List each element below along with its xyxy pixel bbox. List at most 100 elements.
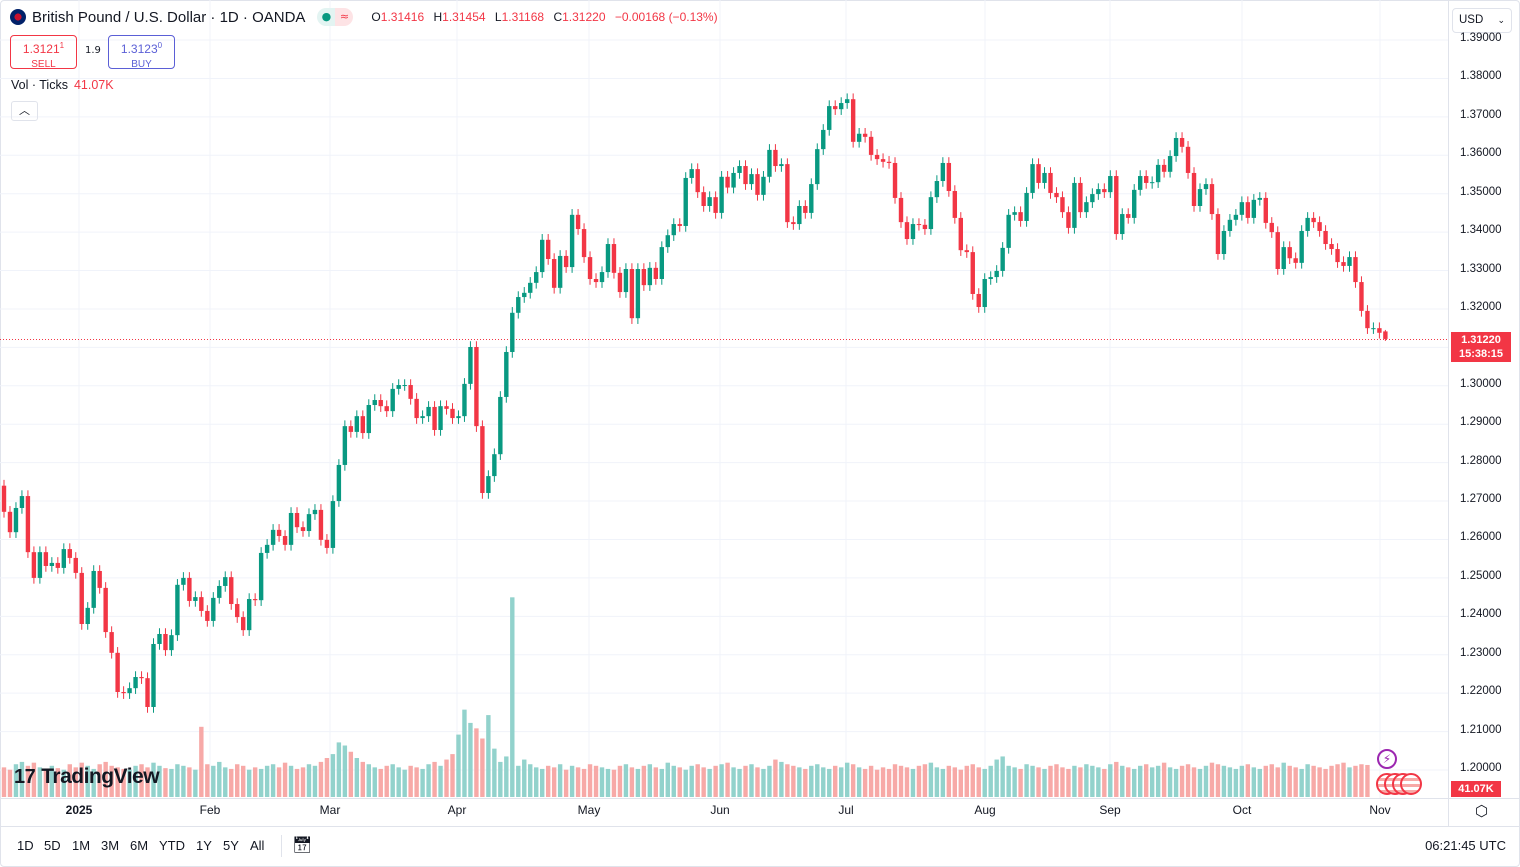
candle-body	[1179, 137, 1185, 147]
candle-body	[755, 174, 760, 195]
price-tick-label: 1.28000	[1460, 454, 1502, 467]
price-tick-label: 1.30000	[1460, 377, 1502, 390]
candle-body	[1173, 137, 1179, 157]
buy-button[interactable]: 1.31230 BUY	[108, 35, 175, 70]
candle-body	[1102, 189, 1107, 193]
candle-body	[438, 406, 443, 430]
price-tick-label: 1.29000	[1460, 416, 1502, 429]
volume-bar	[916, 765, 922, 797]
candle-body	[498, 396, 503, 455]
volume-bar	[581, 768, 587, 797]
volume-bar	[1197, 768, 1203, 797]
volume-bar	[659, 768, 664, 797]
volume-bar	[713, 765, 718, 797]
candle-body	[318, 509, 324, 540]
candle-body	[1072, 182, 1077, 228]
candle-body	[1287, 247, 1292, 259]
candle-body	[701, 192, 706, 206]
candle-body	[581, 229, 587, 258]
volume-bar	[964, 765, 969, 797]
volume-bar	[175, 764, 180, 797]
range-button-ytd[interactable]: YTD	[159, 838, 185, 853]
volume-bar	[874, 769, 880, 797]
symbol-title[interactable]: British Pound / U.S. Dollar · 1D · OANDA	[32, 8, 306, 26]
range-button-1m[interactable]: 1M	[72, 838, 91, 853]
volume-bar	[952, 767, 958, 797]
range-button-1d[interactable]: 1D	[17, 838, 34, 853]
delayed-data-icon: ≈	[335, 8, 354, 26]
candle-body	[898, 197, 904, 223]
range-button-1y[interactable]: 1Y	[196, 838, 212, 853]
candlestick-chart[interactable]	[0, 0, 1520, 826]
price-tick-label: 1.23000	[1460, 646, 1502, 659]
volume-bar	[145, 767, 150, 797]
candle-body	[797, 205, 802, 225]
candle-body	[79, 572, 84, 625]
candle-body	[593, 278, 599, 283]
volume-bar	[976, 767, 981, 797]
candle-body	[635, 269, 641, 319]
status-pill[interactable]: ● ≈	[317, 8, 354, 26]
range-button-6m[interactable]: 6M	[130, 838, 149, 853]
candle-body	[1161, 164, 1167, 172]
economic-events-us-flag-icon[interactable]	[1376, 773, 1422, 795]
volume-bar	[13, 764, 19, 797]
change-value: −0.00168 (−0.13%)	[614, 10, 718, 24]
candle-body	[43, 552, 49, 566]
range-button-3m[interactable]: 3M	[101, 838, 120, 853]
candle-body	[1012, 212, 1017, 215]
volume-bar	[241, 765, 246, 797]
currency-select[interactable]: USD ⌄	[1452, 8, 1512, 33]
volume-value: 41.07K	[73, 78, 114, 92]
volume-bar	[510, 597, 515, 797]
candle-body	[791, 222, 796, 225]
volume-bar	[229, 768, 234, 797]
volume-bar	[246, 769, 252, 797]
time-tick-label: Aug	[974, 803, 996, 817]
bar-countdown: 15:38:15	[1458, 348, 1504, 360]
volume-bar	[1311, 765, 1316, 797]
volume-bar	[282, 762, 288, 797]
candle-body	[1311, 217, 1316, 223]
volume-legend[interactable]: Vol · Ticks 41.07K	[11, 78, 114, 92]
clock[interactable]: 06:21:45 UTC	[1425, 838, 1506, 853]
candle-body	[420, 416, 425, 419]
volume-bar	[1191, 767, 1197, 797]
candle-body	[366, 405, 371, 434]
volume-bar	[689, 765, 694, 797]
chevron-up-icon[interactable]: ︿	[11, 101, 38, 121]
candle-body	[85, 607, 90, 625]
range-button-all[interactable]: All	[250, 838, 265, 853]
candle-body	[115, 652, 120, 693]
candle-body	[569, 214, 575, 268]
candle-body	[713, 197, 718, 213]
candle-body	[647, 267, 653, 286]
candle-body	[934, 181, 940, 198]
volume-bar	[641, 765, 647, 797]
volume-bar	[390, 764, 395, 797]
candle-body	[1275, 232, 1280, 270]
volume-bar	[534, 767, 539, 797]
candle-body	[217, 585, 222, 598]
volume-bar	[1161, 762, 1167, 797]
volume-bar	[1090, 765, 1095, 797]
open-value: 1.31416	[380, 10, 425, 24]
tradingview-logo[interactable]: 17 TradingView	[14, 765, 160, 789]
volume-bar	[1078, 767, 1083, 797]
settings-hexagon-icon[interactable]: ⬡	[1475, 802, 1489, 820]
candle-body	[862, 133, 868, 137]
volume-bar	[1114, 761, 1119, 797]
volume-bar	[671, 765, 676, 797]
calendar-goto-icon[interactable]: 📅︎	[292, 837, 313, 854]
lightning-event-icon[interactable]: ⚡	[1377, 749, 1397, 769]
candle-body	[396, 385, 401, 389]
range-button-5y[interactable]: 5Y	[223, 838, 239, 853]
volume-bar	[1335, 764, 1340, 797]
sell-button[interactable]: 1.31211 SELL	[10, 35, 77, 70]
volume-bar	[1155, 765, 1161, 797]
candle-body	[952, 191, 958, 218]
volume-bar	[569, 765, 575, 797]
volume-bar	[677, 767, 682, 797]
range-button-5d[interactable]: 5D	[44, 838, 61, 853]
candle-body	[205, 610, 210, 621]
